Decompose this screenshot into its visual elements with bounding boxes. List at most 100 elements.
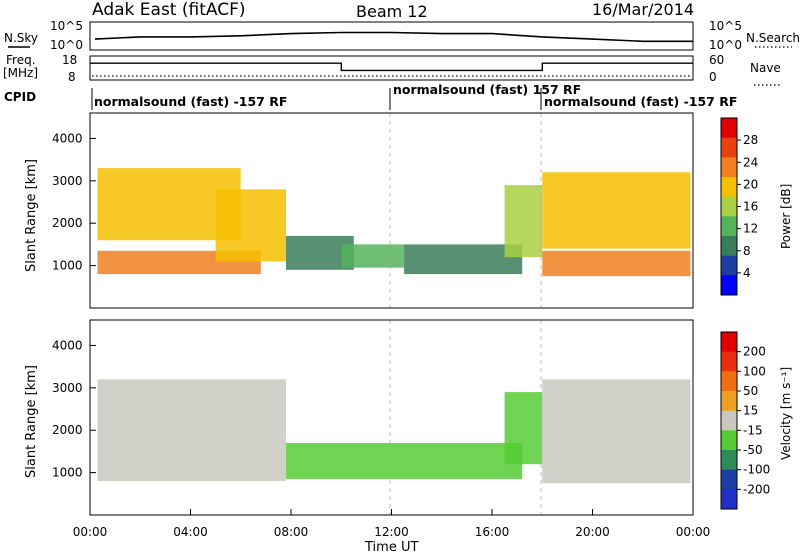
velocity-colorbar-tick-label-1: 100 <box>743 364 766 378</box>
time-x-ticks: 00:00 04:00 08:00 12:00 16:00 20:00 00:00 <box>73 509 711 539</box>
noise-right-tick-top: 10^5 <box>709 19 742 33</box>
velocity-colorbar-swatch-7 <box>721 469 737 490</box>
velocity-colorbar-tick-label-5: -50 <box>743 443 763 457</box>
velocity-y-ticks: 4000 3000 2000 1000 <box>52 338 96 480</box>
velocity-colorbar-segments <box>721 332 737 510</box>
x-tick-label-5: 20:00 <box>575 525 610 539</box>
velocity-y-tick-label-2: 2000 <box>52 423 83 437</box>
velocity-region-3 <box>542 379 691 484</box>
power-panel: 4000 3000 2000 1000 Slant Range [km] <box>24 112 694 309</box>
power-colorbar-swatch-1 <box>721 137 737 158</box>
power-region-6 <box>504 185 543 258</box>
power-y-tick-label-2: 2000 <box>52 216 83 230</box>
noise-left-label: N.Sky <box>4 31 38 45</box>
power-y-axis-label: Slant Range [km] <box>24 159 39 272</box>
power-colorbar-tick-label-6: 4 <box>743 266 751 280</box>
power-colorbar-tick-label-5: 8 <box>743 244 751 258</box>
x-tick-label-3: 12:00 <box>374 525 409 539</box>
power-colorbar-tick-label-2: 20 <box>743 177 758 191</box>
station-title: Adak East (fitACF) <box>92 0 246 20</box>
velocity-colorbar-swatch-1 <box>721 351 737 372</box>
velocity-colorbar-swatch-0 <box>721 332 737 353</box>
power-colorbar-swatch-2 <box>721 157 737 178</box>
noise-right-tick-bottom: 10^0 <box>709 38 742 52</box>
power-y-tick-label-3: 1000 <box>52 259 83 273</box>
velocity-colorbar-swatch-6 <box>721 450 737 471</box>
time-axis-label: Time UT <box>364 540 418 554</box>
power-colorbar-swatch-6 <box>721 236 737 257</box>
x-tick-label-0: 00:00 <box>73 525 108 539</box>
power-y-ticks: 4000 3000 2000 1000 <box>52 131 96 273</box>
velocity-region-0 <box>97 379 286 481</box>
velocity-colorbar-tick-label-6: -100 <box>743 463 770 477</box>
x-tick-label-6: 00:00 <box>676 525 711 539</box>
power-region-7 <box>542 250 691 277</box>
velocity-panel: 4000 3000 2000 1000 00:00 04:00 08:00 12:00 16:… <box>24 319 711 554</box>
velocity-colorbar-tick-label-4: -15 <box>743 423 763 437</box>
power-region-4 <box>341 244 405 268</box>
velocity-colorbar-swatch-5 <box>721 430 737 451</box>
freq-label-line1: Freq. <box>6 53 36 67</box>
velocity-colorbar-tick-label-3: 15 <box>743 404 758 418</box>
velocity-colorbar-swatch-4 <box>721 410 737 431</box>
velocity-y-axis-label: Slant Range [km] <box>24 365 39 478</box>
power-regions <box>97 168 691 277</box>
cpid-panel: CPID normalsound (fast) -157 RF normalso… <box>4 82 737 110</box>
velocity-colorbar-label: Velocity [m s⁻¹] <box>779 367 793 460</box>
frequency-line <box>90 62 693 72</box>
velocity-y-tick-label-1: 3000 <box>52 381 83 395</box>
noise-panel: N.Sky 10^5 10^0 10^5 10^0 N.Search <box>4 19 800 52</box>
velocity-y-tick-label-0: 4000 <box>52 338 83 352</box>
velocity-colorbar-swatch-3 <box>721 391 737 412</box>
power-region-5 <box>404 244 523 275</box>
power-y-tick-label-0: 4000 <box>52 131 83 145</box>
frequency-panel: Freq. [MHz] 18 8 60 0 Nave <box>3 53 782 86</box>
velocity-colorbar: 200 100 50 15 -15 -50 -100 -200 Velocity [m s⁻¹… <box>720 331 793 510</box>
power-y-tick-label-1: 3000 <box>52 174 83 188</box>
power-colorbar-tick-label-3: 16 <box>743 200 758 214</box>
power-region-2 <box>215 189 286 262</box>
freq-label-line2: [MHz] <box>3 66 38 80</box>
x-tick-label-1: 04:00 <box>173 525 208 539</box>
velocity-colorbar-tick-label-7: -200 <box>743 482 770 496</box>
noise-left-tick-bottom: 10^0 <box>50 38 83 52</box>
date-title: 16/Mar/2014 <box>592 0 694 19</box>
velocity-region-1 <box>286 442 523 479</box>
freq-right-tick-bottom: 0 <box>709 70 717 84</box>
freq-left-tick-top: 18 <box>62 53 77 67</box>
velocity-colorbar-tick-label-0: 200 <box>743 345 766 359</box>
power-colorbar-tick-label-1: 24 <box>743 155 758 169</box>
cpid-label: CPID <box>4 90 36 104</box>
velocity-colorbar-swatch-2 <box>721 371 737 392</box>
noise-line <box>94 31 693 43</box>
freq-right-tick-top: 60 <box>709 53 724 67</box>
power-colorbar-tick-label-0: 28 <box>743 133 758 147</box>
cpid-segment-2: normalsound (fast) 157 RF <box>393 82 581 97</box>
cpid-segment-3: normalsound (fast) -157 RF <box>544 94 737 109</box>
power-colorbar-tick-label-4: 12 <box>743 222 758 236</box>
cpid-segment-1: normalsound (fast) -157 RF <box>94 94 287 109</box>
velocity-colorbar-ticks: 200 100 50 15 -15 -50 -100 -200 <box>737 345 770 496</box>
beam-title: Beam 12 <box>356 2 428 21</box>
velocity-region-2 <box>504 392 543 465</box>
x-tick-label-2: 08:00 <box>274 525 309 539</box>
noise-left-tick-top: 10^5 <box>50 19 83 33</box>
power-colorbar-swatch-8 <box>721 275 737 296</box>
noise-right-label: N.Search <box>746 31 800 45</box>
power-colorbar-label: Power [dB] <box>779 184 793 249</box>
power-colorbar-swatch-7 <box>721 255 737 276</box>
power-colorbar-swatch-3 <box>721 177 737 198</box>
nave-label: Nave <box>750 61 781 75</box>
power-colorbar-swatch-0 <box>721 118 737 139</box>
power-colorbar: 28 24 20 16 12 8 4 Power [dB] <box>720 117 793 296</box>
freq-left-tick-bottom: 8 <box>68 70 76 84</box>
velocity-colorbar-swatch-8 <box>721 489 737 510</box>
velocity-colorbar-tick-label-2: 50 <box>743 384 758 398</box>
velocity-y-tick-label-3: 1000 <box>52 466 83 480</box>
velocity-regions <box>97 379 691 484</box>
power-colorbar-swatch-5 <box>721 216 737 237</box>
power-colorbar-swatch-4 <box>721 196 737 217</box>
power-colorbar-ticks: 28 24 20 16 12 8 4 <box>737 133 758 280</box>
power-region-8 <box>542 172 691 249</box>
